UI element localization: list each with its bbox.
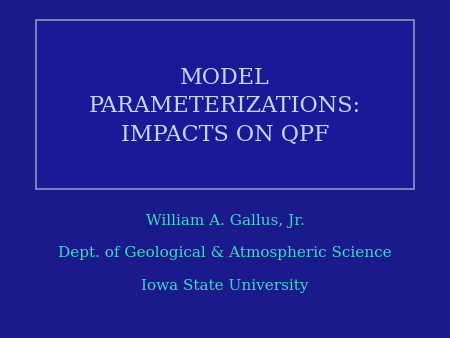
FancyBboxPatch shape xyxy=(36,20,414,189)
Text: Iowa State University: Iowa State University xyxy=(141,279,309,293)
Text: Dept. of Geological & Atmospheric Science: Dept. of Geological & Atmospheric Scienc… xyxy=(58,246,392,261)
Text: William A. Gallus, Jr.: William A. Gallus, Jr. xyxy=(146,214,304,228)
Text: MODEL
PARAMETERIZATIONS:
IMPACTS ON QPF: MODEL PARAMETERIZATIONS: IMPACTS ON QPF xyxy=(89,67,361,146)
